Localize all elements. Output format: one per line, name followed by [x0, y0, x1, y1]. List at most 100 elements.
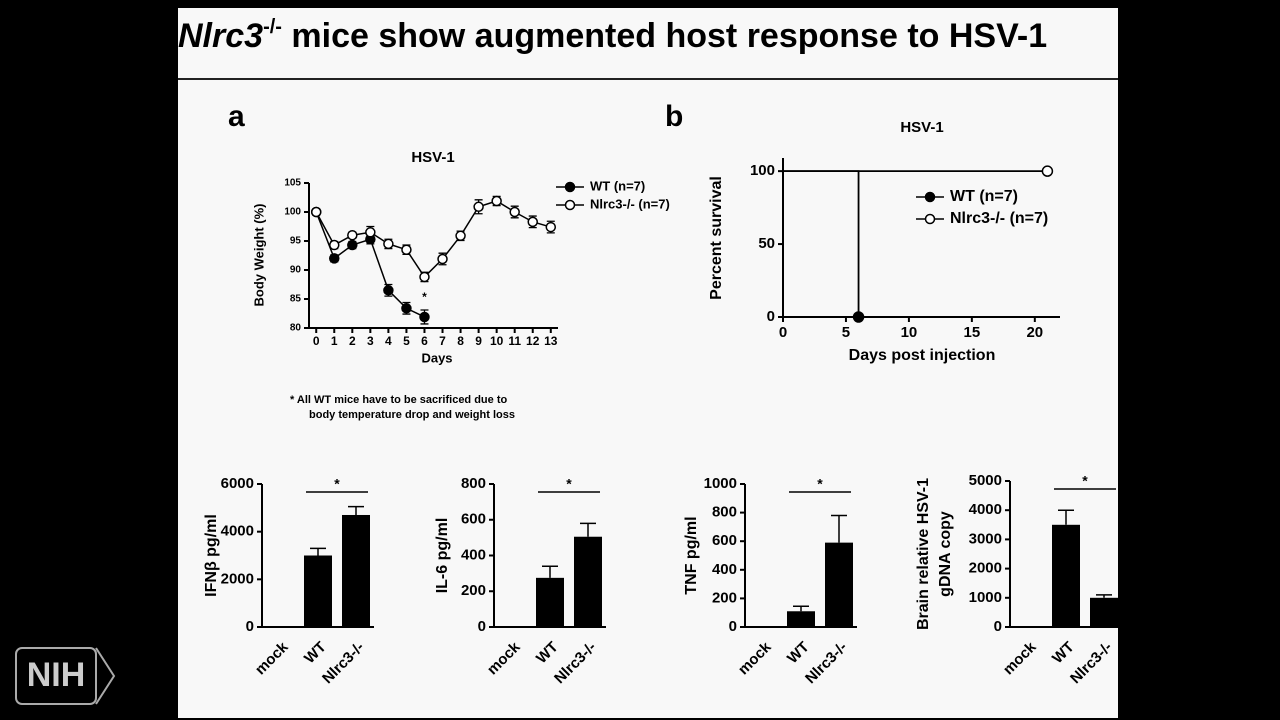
- annotation: *: [422, 290, 427, 304]
- marker: [383, 238, 394, 250]
- error-bar: [1058, 509, 1074, 525]
- y-tick-label: 0: [994, 618, 1002, 635]
- title-sup: -/-: [263, 16, 282, 38]
- y-tick-label: 1000: [969, 589, 1002, 606]
- x-tick-label: 15: [964, 324, 981, 341]
- error-bar: [542, 565, 558, 578]
- marker: [545, 221, 557, 233]
- legend-label: Nlrc3-/- (n=7): [590, 196, 670, 211]
- x-tick-label: 0: [779, 324, 787, 341]
- x-tick-label: 12: [526, 334, 540, 348]
- x-tick-label: 20: [1026, 324, 1043, 341]
- y-tick-label: 0: [478, 618, 486, 635]
- y-tick-label: 0: [729, 618, 737, 635]
- y-tick-label: 2000: [221, 570, 254, 587]
- chart-title: HSV-1: [900, 119, 943, 136]
- bar: [574, 536, 602, 627]
- y-tick-label: 200: [712, 589, 737, 606]
- x-axis-label: Days: [421, 350, 452, 365]
- y-tick-label: 600: [712, 532, 737, 549]
- y-axis-label: Body Weight (%): [251, 203, 266, 306]
- legend-marker: [564, 181, 576, 193]
- y-axis-label: TNF pg/ml: [683, 516, 700, 594]
- x-tick-label: 6: [421, 334, 428, 348]
- chart-title: HSV-1: [411, 149, 454, 166]
- y-tick-label: 50: [758, 235, 775, 252]
- y-axis-label: IL-6 pg/ml: [434, 518, 451, 594]
- marker: [310, 206, 322, 218]
- y-tick-label: 6000: [221, 475, 254, 492]
- marker: [401, 303, 412, 314]
- y-axis-label: gDNA copy: [937, 511, 954, 597]
- annotation: *: [1082, 473, 1088, 489]
- bar: [1052, 524, 1080, 627]
- x-axis-label: Days post injection: [849, 347, 996, 364]
- bar: [1090, 597, 1118, 627]
- y-tick-label: 200: [461, 582, 486, 599]
- y-tick-label: 1000: [704, 475, 737, 492]
- y-tick-label: 800: [712, 504, 737, 521]
- y-tick-label: 85: [290, 294, 302, 305]
- logo-arrow: [95, 647, 116, 705]
- x-tick-label: 3: [367, 334, 374, 348]
- x-tick-label: 10: [901, 324, 918, 341]
- annotation: *: [566, 476, 572, 492]
- y-tick-label: 95: [290, 236, 302, 247]
- bar: [536, 577, 564, 627]
- marker: [383, 285, 394, 296]
- x-tick-label: 8: [457, 334, 464, 348]
- legend-marker: [564, 199, 576, 211]
- x-tick-label: 5: [403, 334, 410, 348]
- marker: [1041, 165, 1054, 177]
- marker: [527, 216, 538, 228]
- marker: [473, 201, 484, 213]
- y-axis-label: Percent survival: [708, 176, 725, 300]
- error-bar: [310, 547, 326, 556]
- y-tick-label: 80: [290, 323, 302, 334]
- x-tick-label: 5: [842, 324, 850, 341]
- error-bar: [793, 605, 809, 612]
- marker: [401, 244, 412, 255]
- y-tick-label: 100: [750, 162, 775, 179]
- logo-box: [15, 647, 97, 705]
- footnote: * All WT mice have to be sacrificed due …: [290, 394, 507, 406]
- marker: [437, 253, 448, 265]
- marker: [329, 239, 340, 251]
- error-bar: [831, 514, 847, 543]
- slide-title: Nlrc3-/- mice show augmented host respon…: [178, 16, 1047, 55]
- marker: [329, 253, 340, 264]
- y-axis-label: Brain relative HSV-1: [915, 478, 932, 630]
- marker: [347, 229, 358, 241]
- legend-label: WT (n=7): [950, 188, 1018, 205]
- y-tick-label: 4000: [221, 523, 254, 540]
- y-tick-label: 100: [284, 207, 301, 218]
- y-tick-label: 90: [290, 265, 302, 276]
- title-rest: mice show augmented host response to HSV…: [282, 17, 1047, 55]
- bar: [825, 542, 853, 627]
- y-tick-label: 2000: [969, 560, 1002, 577]
- bar: [304, 555, 332, 627]
- y-tick-label: 4000: [969, 501, 1002, 518]
- marker: [365, 227, 376, 238]
- x-tick-label: 1: [331, 334, 338, 348]
- panel-label: a: [228, 100, 245, 133]
- marker: [852, 311, 865, 323]
- y-tick-label: 800: [461, 475, 486, 492]
- marker: [419, 311, 430, 323]
- bar: [342, 514, 370, 627]
- x-tick-label: 7: [439, 334, 446, 348]
- slide: [178, 8, 1118, 718]
- x-tick-label: 0: [313, 334, 320, 348]
- bar: [787, 611, 815, 627]
- annotation: *: [334, 476, 340, 492]
- x-tick-label: 13: [544, 334, 558, 348]
- y-tick-label: 600: [461, 511, 486, 528]
- slide-content: Nlrc3-/- mice show augmented host respon…: [178, 16, 1118, 687]
- marker: [455, 230, 466, 242]
- y-tick-label: 105: [284, 178, 301, 189]
- y-tick-label: 400: [712, 561, 737, 578]
- x-tick-label: 9: [475, 334, 482, 348]
- y-tick-label: 3000: [969, 530, 1002, 547]
- error-bar: [580, 522, 596, 537]
